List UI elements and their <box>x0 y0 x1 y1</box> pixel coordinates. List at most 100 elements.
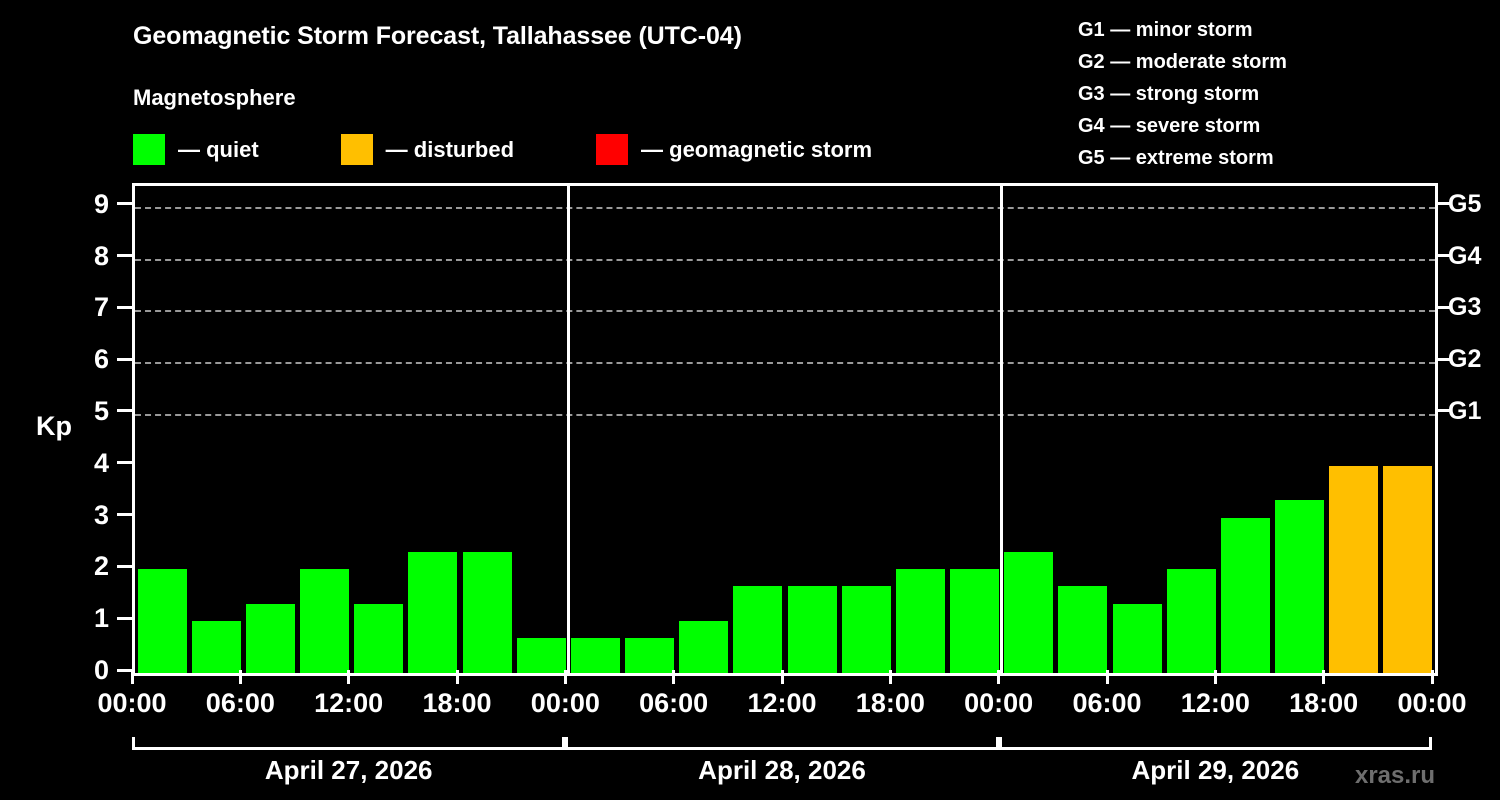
y-tick-label: 6 <box>93 344 109 375</box>
bar <box>787 586 837 673</box>
x-tick-mark <box>347 670 351 684</box>
y-tick-label: 8 <box>93 240 109 271</box>
day-separator <box>1000 186 1004 673</box>
x-tick-label: 00:00 <box>964 688 1034 718</box>
gscale-row-g3: G3 — strong storm <box>1078 83 1260 105</box>
x-tick-label: 06:00 <box>205 688 275 718</box>
bar <box>1383 465 1433 673</box>
gscale-row-g1: G1 — minor storm <box>1078 19 1253 41</box>
bar <box>1166 569 1216 673</box>
x-tick-mark <box>563 670 567 684</box>
legend-label-geomagnetic-storm: — geomagnetic storm <box>641 137 873 162</box>
g-tick-mark <box>1435 357 1450 361</box>
legend-item-quiet: — quiet <box>133 134 259 166</box>
y-tick-label: 7 <box>93 292 109 323</box>
g-tick-mark <box>1435 409 1450 413</box>
x-tick-mark <box>888 670 892 684</box>
x-tick-label: 00:00 <box>1397 688 1467 718</box>
bar <box>950 569 1000 673</box>
bar <box>462 552 512 673</box>
y-tick-mark <box>117 564 132 568</box>
bar <box>1058 586 1108 673</box>
y-tick-mark <box>117 202 132 206</box>
red-square-icon <box>596 134 629 165</box>
y-tick-mark <box>117 357 132 361</box>
g-tick-label: G5 <box>1448 189 1482 218</box>
day-bracket <box>565 737 999 750</box>
bar <box>516 638 566 673</box>
y-tick-mark <box>117 616 132 620</box>
x-tick-label: 18:00 <box>422 688 492 718</box>
bar <box>408 552 458 673</box>
day-label: April 29, 2026 <box>1131 755 1300 785</box>
gridline <box>135 258 1435 261</box>
g-tick-label: G4 <box>1448 241 1482 270</box>
y-tick-mark <box>117 668 132 672</box>
bar <box>570 638 620 673</box>
bar <box>245 604 295 673</box>
bar <box>300 569 350 673</box>
g-tick-mark <box>1435 254 1450 258</box>
y-tick-mark <box>117 513 132 517</box>
g-tick-label: G3 <box>1448 293 1482 322</box>
x-tick-label: 12:00 <box>1180 688 1250 718</box>
plot-area <box>132 183 1438 676</box>
bar <box>191 621 241 673</box>
bar <box>1275 500 1325 673</box>
y-tick-mark <box>117 461 132 465</box>
y-tick-mark <box>117 305 132 309</box>
day-bracket <box>998 737 1432 750</box>
orange-square-icon <box>340 134 373 165</box>
y-tick-mark <box>117 409 132 413</box>
magnetosphere-legend: — quiet — disturbed — geomagnetic storm <box>133 134 872 166</box>
x-tick-mark <box>672 670 676 684</box>
x-tick-mark <box>1322 670 1326 684</box>
legend-item-geomagnetic-storm: — geomagnetic storm <box>596 134 872 166</box>
plot-inner <box>135 186 1435 673</box>
y-tick-label: 3 <box>93 499 109 530</box>
bar <box>1004 552 1054 673</box>
y-tick-label: 2 <box>93 551 109 582</box>
bar <box>1112 604 1162 673</box>
bar <box>733 586 783 673</box>
bar <box>137 569 187 673</box>
y-tick-label: 9 <box>93 188 109 219</box>
x-tick-label: 18:00 <box>1289 688 1359 718</box>
x-tick-label: 12:00 <box>747 688 817 718</box>
legend-label-disturbed: — disturbed <box>385 137 515 162</box>
x-tick-mark <box>1430 670 1434 684</box>
gridline <box>135 310 1435 313</box>
x-tick-label: 00:00 <box>97 688 167 718</box>
x-tick-mark <box>780 670 784 684</box>
bar <box>625 638 675 673</box>
x-tick-label: 06:00 <box>1072 688 1142 718</box>
x-tick-mark <box>1105 670 1109 684</box>
x-tick-mark <box>130 670 134 684</box>
x-tick-mark <box>455 670 459 684</box>
g-tick-label: G1 <box>1448 396 1482 425</box>
bar <box>895 569 945 673</box>
g-tick-mark <box>1435 305 1450 309</box>
bar <box>1329 465 1379 673</box>
gscale-row-g5: G5 — extreme storm <box>1078 147 1274 169</box>
green-square-icon <box>133 134 165 165</box>
bar <box>354 604 404 673</box>
g-tick-mark <box>1435 202 1450 206</box>
x-tick-mark <box>997 670 1001 684</box>
y-tick-mark <box>117 254 132 258</box>
watermark: xras.ru <box>1354 762 1436 789</box>
gscale-legend: G1 — minor storm G2 — moderate storm G3 … <box>1078 14 1287 174</box>
x-tick-label: 06:00 <box>639 688 709 718</box>
x-tick-label: 00:00 <box>530 688 600 718</box>
legend-label-quiet: — quiet <box>178 137 259 162</box>
day-label: April 27, 2026 <box>264 755 433 785</box>
bar <box>841 586 891 673</box>
bar <box>1220 517 1270 673</box>
page-title: Geomagnetic Storm Forecast, Tallahassee … <box>133 22 742 50</box>
legend-item-disturbed: — disturbed <box>340 134 515 166</box>
gscale-row-g2: G2 — moderate storm <box>1078 51 1287 73</box>
y-tick-label: 0 <box>93 655 109 685</box>
gscale-row-g4: G4 — severe storm <box>1078 115 1261 137</box>
day-bracket <box>132 737 566 750</box>
